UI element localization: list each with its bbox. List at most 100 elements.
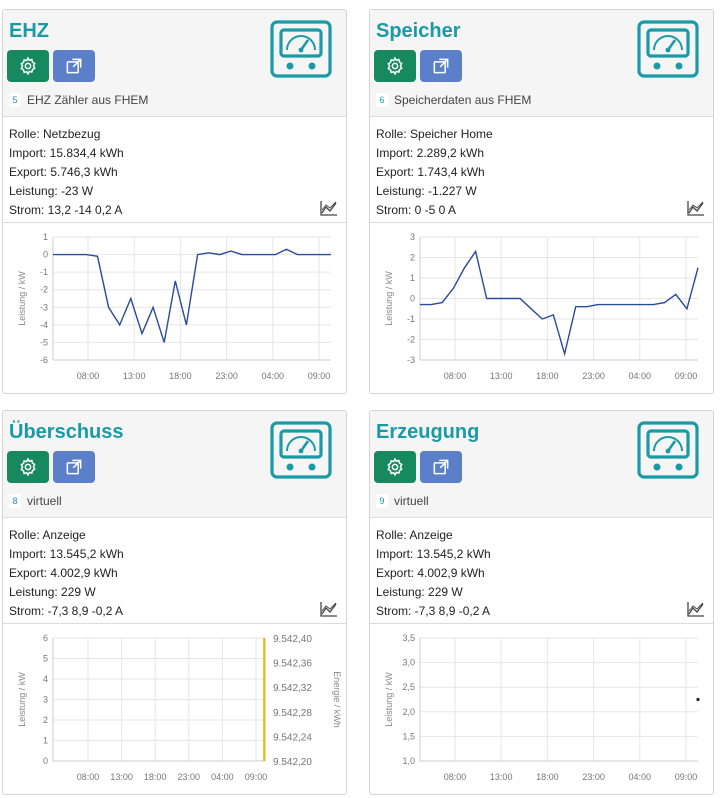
y2-tick-label: 9.542,40 — [273, 634, 312, 645]
card-title[interactable]: Speicher — [376, 20, 461, 42]
chart-icon[interactable] — [320, 601, 338, 617]
settings-button[interactable] — [374, 50, 416, 82]
power-line: Leistung: 229 W — [376, 585, 463, 599]
external-link-icon — [66, 459, 82, 475]
y-tick-label: -6 — [40, 355, 48, 365]
x-tick-label: 23:00 — [582, 371, 605, 381]
role-line: Rolle: Speicher Home — [376, 127, 493, 141]
y-tick-label: -2 — [407, 335, 415, 345]
y-tick-label: 1 — [43, 232, 48, 242]
id-badge: 6 — [376, 93, 388, 107]
meter-icon — [637, 421, 699, 479]
y-axis-label: Leistung / kW — [17, 271, 27, 326]
open-external-button[interactable] — [420, 451, 462, 483]
y2-tick-label: 9.542,20 — [273, 757, 312, 768]
power-chart: 1 0 -1 -2 -3 -4 -5 -6 08:00 13:00 18:00 23:00 04:00 0… — [3, 223, 346, 393]
card-title[interactable]: Überschuss — [9, 421, 124, 443]
y-tick-label: 4 — [43, 674, 48, 684]
y-tick-label: 2 — [43, 715, 48, 725]
card-subtitle: 5 EHZ Zähler aus FHEM — [9, 93, 148, 107]
gear-icon — [20, 457, 36, 477]
x-tick-label: 04:00 — [629, 371, 652, 381]
card-header: Erzeugung 9 virtuell — [370, 411, 713, 518]
series-line — [420, 249, 699, 357]
export-line: Export: 1.743,4 kWh — [376, 165, 485, 179]
data-point — [696, 697, 700, 702]
settings-button[interactable] — [374, 451, 416, 483]
x-tick-label: 08:00 — [77, 772, 100, 782]
export-line: Export: 4.002,9 kWh — [376, 566, 485, 580]
x-tick-label: 08:00 — [77, 371, 100, 381]
y-tick-label: 2 — [410, 253, 415, 263]
y-tick-label: -5 — [40, 337, 48, 347]
description: Speicherdaten aus FHEM — [394, 93, 532, 107]
current-line: Strom: -7,3 8,9 -0,2 A — [9, 604, 124, 618]
series-line — [53, 248, 331, 343]
chart-icon[interactable] — [687, 200, 705, 216]
y-axis-label: Leistung / kW — [17, 672, 27, 727]
power-chart: 3,5 3,0 2,5 2,0 1,5 1,0 08:00 13:00 18:00 23:00 04… — [370, 624, 713, 794]
card-title[interactable]: Erzeugung — [376, 421, 480, 443]
y-tick-label: -2 — [40, 285, 48, 295]
x-tick-label: 13:00 — [110, 772, 133, 782]
y2-tick-label: 9.542,24 — [273, 732, 312, 743]
x-tick-label: 13:00 — [490, 371, 513, 381]
power-chart: 6 5 4 3 2 1 0 08:00 13:00 18:00 23:00 04:00 09:00 Lei… — [3, 624, 346, 794]
y-tick-label: 0 — [410, 294, 415, 304]
card-subtitle: 6 Speicherdaten aus FHEM — [376, 93, 531, 107]
y-tick-label: 0 — [43, 756, 48, 766]
y-tick-label: 3 — [410, 232, 415, 242]
x-tick-label: 23:00 — [215, 371, 238, 381]
import-line: Import: 15.834,4 kWh — [9, 146, 124, 160]
chart-icon[interactable] — [687, 601, 705, 617]
x-tick-label: 18:00 — [144, 772, 167, 782]
description: EHZ Zähler aus FHEM — [27, 93, 149, 107]
x-tick-label: 04:00 — [211, 772, 234, 782]
chart-icon[interactable] — [320, 200, 338, 216]
x-tick-label: 23:00 — [178, 772, 201, 782]
meter-icon — [270, 421, 332, 479]
x-tick-label: 08:00 — [444, 772, 467, 782]
import-line: Import: 13.545,2 kWh — [9, 547, 124, 561]
info-panel: Rolle: Netzbezug Import: 15.834,4 kWh Ex… — [3, 117, 346, 223]
meter-card-ehz: EHZ 5 EHZ Zähler aus FHEM Rolle: Netzbezu… — [2, 9, 347, 394]
y-tick-label: -3 — [40, 302, 48, 312]
role-line: Rolle: Netzbezug — [9, 127, 101, 141]
open-external-button[interactable] — [53, 50, 95, 82]
card-header: EHZ 5 EHZ Zähler aus FHEM — [3, 10, 346, 117]
power-chart: 3 2 1 0 -1 -2 -3 08:00 13:00 18:00 23:00 04:00 09:00… — [370, 223, 713, 393]
y-tick-label: 2,5 — [402, 682, 415, 692]
meter-icon — [637, 20, 699, 78]
y-tick-label: 1,0 — [402, 756, 415, 766]
card-title[interactable]: EHZ — [9, 20, 49, 42]
y-axis-label: Leistung / kW — [384, 271, 394, 326]
meter-card-erzeugung: Erzeugung 9 virtuell Rolle: Anzeige Impor… — [369, 410, 714, 795]
role-line: Rolle: Anzeige — [376, 528, 453, 542]
y-tick-label: 1 — [410, 273, 415, 283]
description: virtuell — [27, 494, 62, 508]
y-tick-label: 3,0 — [402, 658, 415, 668]
y-tick-label: 1 — [43, 736, 48, 746]
card-subtitle: 9 virtuell — [376, 494, 429, 508]
open-external-button[interactable] — [420, 50, 462, 82]
y-tick-label: 3 — [43, 695, 48, 705]
settings-button[interactable] — [7, 451, 49, 483]
x-tick-label: 23:00 — [582, 772, 605, 782]
y-tick-label: 2,0 — [402, 707, 415, 717]
gear-icon — [387, 457, 403, 477]
x-tick-label: 08:00 — [444, 371, 467, 381]
power-line: Leistung: -23 W — [9, 184, 94, 198]
power-line: Leistung: -1.227 W — [376, 184, 477, 198]
y-tick-label: -1 — [407, 314, 415, 324]
meter-icon — [270, 20, 332, 78]
y-tick-label: 5 — [43, 654, 48, 664]
open-external-button[interactable] — [53, 451, 95, 483]
x-tick-label: 09:00 — [675, 772, 698, 782]
info-panel: Rolle: Anzeige Import: 13.545,2 kWh Expo… — [3, 518, 346, 624]
info-panel: Rolle: Anzeige Import: 13.545,2 kWh Expo… — [370, 518, 713, 624]
settings-button[interactable] — [7, 50, 49, 82]
y-tick-label: 0 — [43, 250, 48, 260]
x-tick-label: 18:00 — [169, 371, 192, 381]
current-line: Strom: 0 -5 0 A — [376, 203, 457, 217]
power-line: Leistung: 229 W — [9, 585, 96, 599]
